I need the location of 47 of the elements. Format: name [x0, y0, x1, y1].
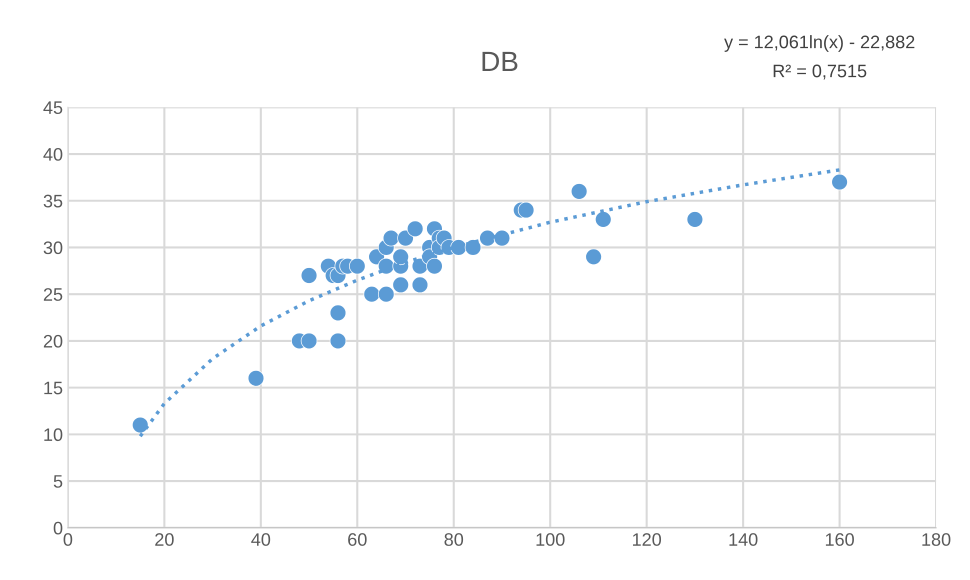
point [363, 286, 380, 302]
point [585, 248, 602, 266]
point [349, 258, 366, 274]
point [397, 230, 414, 246]
y-tick-label: 0 [54, 522, 62, 535]
point [392, 248, 409, 266]
y-tick-label: 5 [54, 475, 62, 488]
x-tick-label: 180 [922, 533, 950, 546]
y-tick-label: 45 [43, 101, 62, 114]
text: R² = 0,7515 [774, 64, 866, 80]
x-tick-label: 120 [632, 533, 662, 546]
y-tick-label: 30 [44, 241, 62, 254]
point [300, 267, 318, 284]
chart-title: DB [482, 52, 518, 71]
y-tick-label: 10 [44, 428, 62, 442]
point [594, 211, 612, 228]
point [686, 211, 704, 228]
x-tick-label: 100 [536, 533, 565, 546]
point [382, 230, 400, 246]
point [426, 258, 443, 274]
point [406, 220, 424, 238]
point [518, 202, 534, 218]
point [464, 239, 482, 256]
point [248, 370, 264, 387]
x-tick-label: 160 [826, 533, 854, 546]
point [412, 276, 428, 294]
y-tick-label: 20 [44, 334, 62, 348]
y-tick-label: 40 [43, 148, 62, 161]
text: y = 12,061ln(x) - 22,882 [724, 35, 914, 52]
x-tick-label: 140 [729, 533, 758, 546]
y-tick-label: 35 [44, 194, 62, 208]
point [570, 183, 588, 200]
x-tick-label: 80 [444, 533, 464, 546]
y-tick-label: 25 [44, 288, 62, 301]
x-tick-label: 40 [251, 533, 270, 546]
y-tick-label: 15 [44, 382, 62, 394]
point [392, 276, 409, 294]
point [494, 230, 510, 246]
x-tick-label: 0 [64, 533, 72, 546]
x-tick-label: 60 [348, 533, 367, 546]
point [300, 332, 318, 350]
point [330, 304, 346, 322]
x-tick-label: 20 [155, 533, 174, 546]
point [132, 416, 149, 434]
point [330, 332, 346, 350]
point [378, 286, 394, 302]
point [831, 174, 848, 190]
